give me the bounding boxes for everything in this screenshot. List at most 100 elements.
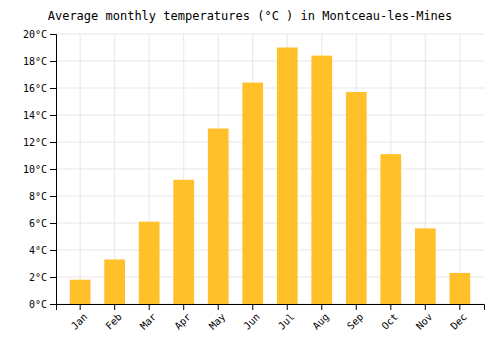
bar xyxy=(346,92,367,304)
tick-label: Dec xyxy=(448,311,469,332)
tick-mark xyxy=(80,304,81,310)
grid-line-y xyxy=(56,223,484,224)
tick-label: 10°C xyxy=(23,164,47,175)
tick-label: Apr xyxy=(172,311,193,332)
tick-label: Jul xyxy=(276,311,297,332)
tick-mark xyxy=(50,169,56,170)
tick: Jun xyxy=(241,304,262,332)
tick: Sep xyxy=(345,304,366,332)
bar xyxy=(415,228,436,304)
bar xyxy=(70,280,91,304)
tick: Jul xyxy=(276,304,297,332)
tick: 18°C xyxy=(23,56,56,67)
axis-line xyxy=(50,35,57,305)
y-axis: 0°C 2°C 4°C 6°C 8°C 10°C 12°C 14°C 16°C 18°C 20°C xyxy=(23,29,57,310)
tick: Dec xyxy=(448,304,469,332)
grid-line-y xyxy=(56,88,484,89)
bar xyxy=(311,56,332,304)
tick-mark xyxy=(50,115,56,116)
tick-mark xyxy=(321,304,322,310)
tick-label: May xyxy=(207,311,228,332)
tick-mark xyxy=(50,34,56,35)
tick-mark xyxy=(50,304,56,305)
grid-line-y xyxy=(56,142,484,143)
tick-label: Sep xyxy=(345,311,366,332)
tick-label: Jan xyxy=(69,311,90,332)
tick-mark xyxy=(459,304,460,310)
tick-mark xyxy=(50,142,56,143)
tick-label: Feb xyxy=(103,311,124,332)
tick: Jan xyxy=(69,304,90,332)
tick-label: 0°C xyxy=(29,299,47,310)
tick: 6°C xyxy=(29,218,56,229)
grid-line-x xyxy=(80,34,81,304)
tick-mark xyxy=(390,304,391,310)
bar xyxy=(380,154,401,304)
grid-line-y xyxy=(56,61,484,62)
tick: Mar xyxy=(138,304,159,332)
tick-mark xyxy=(50,196,56,197)
tick-mark xyxy=(183,304,184,310)
chart: 0°C 2°C 4°C 6°C 8°C 10°C 12°C 14°C 16°C 18°C 20°C J… xyxy=(0,0,500,350)
tick-mark xyxy=(50,88,56,89)
tick: May xyxy=(207,304,228,332)
grid-line-y xyxy=(56,115,484,116)
tick: 4°C xyxy=(29,245,56,256)
bar xyxy=(208,129,229,305)
tick-mark xyxy=(50,277,56,278)
tick-label: Oct xyxy=(379,311,400,332)
tick-mark xyxy=(149,304,150,310)
grid-line-x xyxy=(459,34,460,304)
bars xyxy=(70,48,470,305)
tick-label: 6°C xyxy=(29,218,47,229)
bar xyxy=(173,180,194,304)
tick-label: Jun xyxy=(241,311,262,332)
tick-mark xyxy=(50,250,56,251)
tick-mark xyxy=(425,304,426,310)
tick-mark xyxy=(114,304,115,310)
tick: 10°C xyxy=(23,164,56,175)
tick-label: 16°C xyxy=(23,83,47,94)
tick: 8°C xyxy=(29,191,56,202)
bar xyxy=(139,222,160,304)
tick-label: 8°C xyxy=(29,191,47,202)
tick-mark xyxy=(252,304,253,310)
plot: 0°C 2°C 4°C 6°C 8°C 10°C 12°C 14°C 16°C 18°C 20°C J… xyxy=(23,29,485,332)
tick-label: 18°C xyxy=(23,56,47,67)
tick: Aug xyxy=(310,304,331,332)
tick-mark xyxy=(50,61,56,62)
grid xyxy=(56,34,484,304)
grid-line-y xyxy=(56,196,484,197)
tick: 20°C xyxy=(23,29,56,40)
tick: Oct xyxy=(379,304,400,332)
tick-mark xyxy=(50,223,56,224)
bar xyxy=(277,48,298,305)
bar xyxy=(104,259,125,304)
grid-line-y xyxy=(56,169,484,170)
bar xyxy=(449,273,470,304)
title: Average monthly temperatures (°C ) in Mo… xyxy=(48,9,453,23)
tick-label: Nov xyxy=(414,311,435,332)
tick: 14°C xyxy=(23,110,56,121)
tick-label: 2°C xyxy=(29,272,47,283)
x-axis: Jan Feb Mar Apr May Jun Jul Aug Sep Oct Nov Dec xyxy=(57,304,485,332)
tick: Feb xyxy=(103,304,124,332)
tick-mark xyxy=(356,304,357,310)
tick: 2°C xyxy=(29,272,56,283)
tick-label: 12°C xyxy=(23,137,47,148)
tick-label: 20°C xyxy=(23,29,47,40)
axis-line xyxy=(57,305,485,311)
bar xyxy=(242,83,263,304)
tick: 12°C xyxy=(23,137,56,148)
tick: Nov xyxy=(414,304,435,332)
tick: 16°C xyxy=(23,83,56,94)
tick: 0°C xyxy=(29,299,56,310)
tick-mark xyxy=(287,304,288,310)
tick-label: 14°C xyxy=(23,110,47,121)
tick: Apr xyxy=(172,304,193,332)
tick-label: 4°C xyxy=(29,245,47,256)
tick-label: Mar xyxy=(138,311,159,332)
tick-label: Aug xyxy=(310,311,331,332)
tick-mark xyxy=(218,304,219,310)
grid-line-y xyxy=(56,34,484,35)
